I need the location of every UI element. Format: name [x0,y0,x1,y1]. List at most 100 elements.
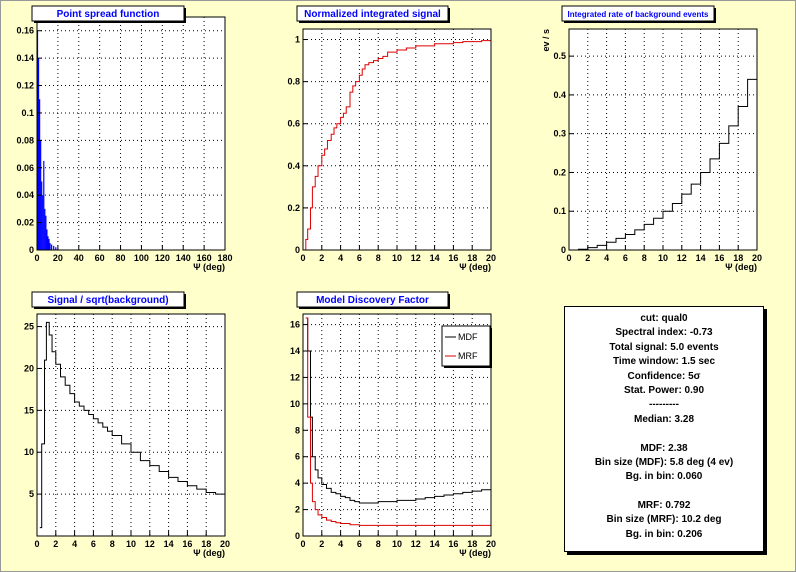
integrated-signal-xtick-label: 0 [300,253,305,263]
integrated-signal-xtick-label: 16 [448,253,458,263]
psf-bar [45,215,47,250]
signal-significance-xtick-label: 10 [126,539,136,549]
signal-significance-xtick-label: 12 [145,539,155,549]
psf-bar [47,236,49,250]
integrated-signal-series-0 [303,39,492,251]
background-rate-xtick-label: 20 [752,253,762,263]
discovery-factor-ytick-label: 12 [290,372,300,382]
integrated-signal-ytick-label: 1 [295,35,300,45]
signal-significance-title-box [31,291,185,308]
background-rate-ytick-label: 0.4 [553,90,566,100]
discovery-factor-ytick-label: 8 [295,425,300,435]
signal-significance-ytick-label: 5 [29,489,34,499]
background-rate-ytick-label: 0.3 [553,129,566,139]
stats-line-bin-size-mrf: Bin size (MRF): 10.2 deg [606,514,722,526]
stats-line-bin-size-mdf: Bin size (MDF): 5.8 deg (4 ev) [594,456,734,468]
psf-bar [44,208,46,250]
background-rate-title-box [561,5,715,22]
integrated-signal-xtick-label: 2 [319,253,324,263]
background-rate-xtick-label: 12 [677,253,687,263]
discovery-factor-legend-label-mdf: MDF [458,332,478,342]
signal-significance-xtick-label: 14 [164,539,174,549]
psf-xtick-label: 120 [155,253,170,263]
background-rate-xtick-label: 16 [714,253,724,263]
psf-xtick-label: 180 [217,253,232,263]
discovery-factor-title: Model Discovery Factor [316,295,429,306]
psf-ytick-label: 0.14 [16,53,34,63]
psf-xtick-label: 0 [34,253,39,263]
psf-bar [46,229,48,250]
discovery-factor-xtick-label: 10 [392,539,402,549]
psf-xtick-label: 20 [53,253,63,263]
background-rate-xtick-label: 2 [585,253,590,263]
psf-xtick-label: 100 [134,253,149,263]
signal-significance-ytick-label: 10 [24,447,34,457]
discovery-factor-ytick-label: 2 [295,505,300,515]
integrated-signal-xtick-label: 10 [392,253,402,263]
background-rate-xlabel: Ψ (deg) [725,262,757,272]
stats-line-confidence: Confidence: 5σ [627,370,701,382]
integrated-signal-xlabel: Ψ (deg) [459,262,491,272]
integrated-signal-xtick-label: 20 [486,253,496,263]
psf-bar [39,99,41,250]
discovery-factor-xlabel: Ψ (deg) [459,548,491,558]
stats-line-spectral-index: Spectral index: -0.73 [615,327,713,339]
integrated-signal-xtick-label: 4 [338,253,343,263]
psf-xtick-label: 140 [176,253,191,263]
discovery-factor-ytick-label: 10 [290,399,300,409]
integrated-signal-xtick-label: 14 [430,253,440,263]
background-rate-xtick-label: 0 [566,253,571,263]
background-rate-xtick-label: 8 [642,253,647,263]
psf-xtick-label: 80 [116,253,126,263]
discovery-factor-series-mdf [305,317,492,504]
signal-significance-xtick-label: 16 [182,539,192,549]
integrated-signal-title-box [296,5,449,22]
discovery-factor-xtick-label: 20 [486,539,496,549]
discovery-factor-xtick-label: 16 [448,539,458,549]
background-rate-ylabel: ev / s [541,29,551,52]
integrated-signal-ytick-label: 0.4 [287,161,300,171]
psf-bar [49,243,51,250]
psf-bar [43,160,45,250]
discovery-factor-series-mrf [305,317,491,526]
psf-bar [41,181,43,250]
psf-plot-area [37,17,225,250]
psf-ytick-label: 0.02 [16,218,34,228]
signal-significance-xtick-label: 20 [220,539,230,549]
integrated-signal-ytick-label: 0.6 [287,119,300,129]
integrated-signal-ytick-label: 0 [295,245,300,255]
stats-line-total-signal: Total signal: 5.0 events [609,341,719,353]
stats-line-mrf: MRF: 0.792 [637,500,691,512]
stats-line-time-window: Time window: 1.5 sec [612,356,716,368]
psf-xtick-label: 160 [197,253,212,263]
discovery-factor-ytick-label: 6 [295,452,300,462]
psf-ytick-label: 0.16 [16,26,34,36]
psf-bar [42,195,44,250]
integrated-signal-ytick-label: 0.8 [287,77,300,87]
signal-significance-xlabel: Ψ (deg) [193,548,225,558]
psf-xlabel: Ψ (deg) [193,262,225,272]
discovery-factor-xtick-label: 12 [411,539,421,549]
psf-bar [48,239,50,250]
signal-significance-xtick-label: 8 [110,539,115,549]
discovery-factor-xtick-label: 6 [357,539,362,549]
background-rate-xtick-label: 10 [658,253,668,263]
discovery-factor-xtick-label: 14 [430,539,440,549]
psf-ytick-label: 0 [29,245,34,255]
background-rate-ytick-label: 0.1 [553,206,566,216]
discovery-factor-xtick-label: 18 [467,539,477,549]
stats-line-mdf: MDF: 2.38 [640,442,688,454]
discovery-factor-xtick-label: 4 [338,539,343,549]
discovery-factor-legend [441,325,491,367]
psf-ytick-label: 0.06 [16,163,34,173]
stats-line-stat-power: Stat. Power: 0.90 [623,384,705,396]
background-rate-ytick-label: 0.5 [553,51,566,61]
integrated-signal-ytick-label: 0.2 [287,203,300,213]
background-rate-ytick-label: 0 [561,245,566,255]
discovery-factor-xtick-label: 0 [300,539,305,549]
psf-ytick-label: 0.1 [21,108,34,118]
discovery-factor-ytick-label: 0 [295,531,300,541]
signal-significance-title: Signal / sqrt(background) [47,295,168,306]
stats-line-bg-in-bin-mdf: Bg. in bin: 0.060 [625,471,703,483]
psf-title: Point spread function [57,9,160,20]
